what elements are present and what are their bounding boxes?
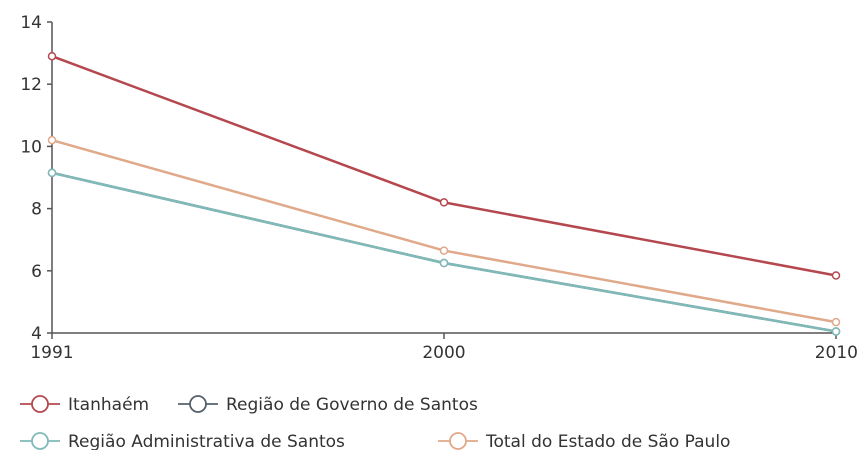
legend-label: Total do Estado de São Paulo: [485, 432, 730, 450]
data-point: [831, 317, 841, 327]
legend-swatch-marker: [189, 395, 207, 413]
legend-label: Itanhaém: [68, 395, 149, 415]
legend-label: Região Administrativa de Santos: [68, 432, 345, 450]
data-point: [47, 51, 57, 61]
legend-label: Região de Governo de Santos: [226, 395, 478, 415]
legend-item: Total do Estado de São Paulo: [438, 432, 730, 450]
legend: Itanhaém Região de Governo de Santos Regiã…: [20, 395, 730, 450]
data-point: [831, 327, 841, 336]
x-tick-label: 1991: [30, 343, 73, 363]
y-tick-label: 12: [20, 75, 42, 95]
data-point: [439, 198, 449, 207]
series-2: [47, 168, 841, 336]
x-tick-label: 2000: [422, 343, 465, 363]
y-axis-ticks: 4 6 8 10 12 14: [20, 13, 52, 344]
data-point: [831, 271, 841, 280]
legend-swatch-marker: [31, 395, 49, 413]
x-axis-ticks: 1991 2000 2010: [30, 333, 858, 363]
y-tick-label: 14: [20, 13, 42, 33]
y-tick-label: 4: [31, 324, 42, 344]
series-line: [51, 55, 837, 277]
y-tick-label: 6: [31, 262, 42, 282]
series-3: [47, 135, 841, 327]
legend-item: Região de Governo de Santos: [178, 395, 478, 415]
legend-swatch-marker: [31, 432, 49, 450]
legend-swatch-marker: [449, 432, 467, 450]
series-layer: [47, 51, 841, 336]
x-tick-label: 2010: [815, 343, 858, 363]
series-0: [47, 51, 841, 280]
y-tick-label: 10: [20, 137, 42, 157]
data-point: [47, 168, 57, 178]
legend-item: Itanhaém: [20, 395, 149, 415]
series-line: [51, 138, 837, 324]
data-point: [439, 258, 449, 268]
legend-item: Região Administrativa de Santos: [20, 432, 345, 450]
data-point: [47, 135, 57, 145]
data-point: [439, 246, 449, 255]
y-tick-label: 8: [31, 200, 42, 220]
